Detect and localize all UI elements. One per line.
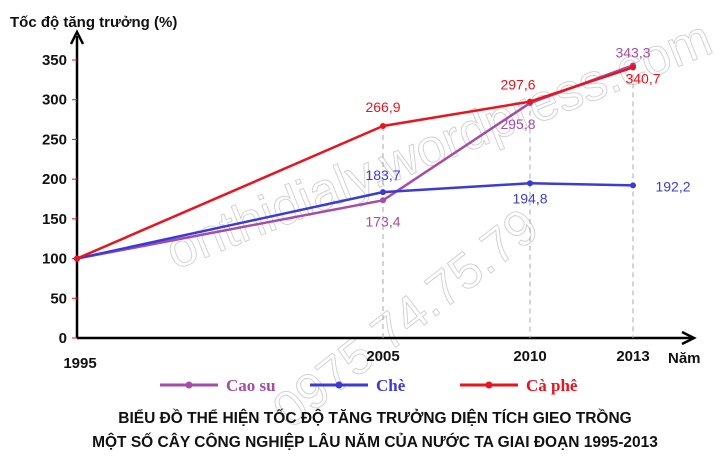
data-point (630, 64, 636, 71)
x-axis-arrow (681, 330, 697, 346)
data-point (74, 255, 80, 262)
legend-label: Cà phê (526, 376, 578, 395)
y-axis-arrow (69, 29, 85, 45)
chart-title-line-2: MỘT SỐ CÂY CÔNG NGHIỆP LÂU NĂM CỦA NƯỚC … (92, 433, 658, 451)
legend-marker (185, 381, 193, 389)
watermark-text-2: 0975.74.75.79 (262, 198, 548, 439)
data-point (527, 180, 533, 187)
data-point (380, 189, 386, 196)
data-point (380, 197, 386, 204)
data-label: 297,6 (500, 77, 535, 93)
y-tick-label: 350 (42, 52, 67, 69)
y-tick-label: 0 (59, 330, 67, 347)
axes: 0 50 100 150 200 250 300 350 1995 2005 2010 2013 (42, 29, 697, 372)
series-line (76, 66, 634, 260)
y-tick-label: 300 (42, 92, 67, 109)
data-label: 173,4 (365, 213, 400, 229)
legend-marker (335, 381, 343, 389)
data-label: 266,9 (365, 99, 400, 115)
y-tick-label: 200 (42, 171, 67, 188)
y-tick-label: 100 (42, 251, 67, 268)
x-tick-label: 2010 (513, 348, 546, 365)
x-tick-label: 2005 (366, 348, 399, 365)
legend-marker (485, 381, 493, 389)
y-tick-label: 50 (50, 290, 67, 307)
legend-label: Chè (376, 376, 406, 395)
legend: Cao su Chè Cà phê (160, 376, 578, 395)
series-lines: 173,4 295,8 343,3 183,7 194,8 192,2 266,9 297,6… (74, 44, 691, 262)
data-label: 183,7 (365, 167, 400, 183)
data-point (380, 123, 386, 130)
data-label: 295,8 (500, 116, 535, 132)
y-tick-label: 150 (42, 211, 67, 228)
data-point (527, 98, 533, 105)
data-label: 343,3 (615, 44, 650, 60)
data-point (630, 182, 636, 189)
x-axis-label: Năm (668, 350, 701, 367)
y-axis-label: Tốc độ tăng trưởng (%) (10, 14, 177, 31)
y-tick-label: 250 (42, 131, 67, 148)
data-label: 192,2 (655, 178, 690, 194)
series-line (76, 182, 634, 260)
chart-title-line-1: BIỂU ĐỒ THỂ HIỆN TỐC ĐỘ TĂNG TRƯỞNG DIỆN… (118, 409, 631, 427)
data-label: 194,8 (512, 190, 547, 206)
data-label: 340,7 (625, 70, 660, 86)
x-tick-label: 2013 (616, 348, 649, 365)
legend-label: Cao su (226, 376, 276, 395)
x-tick-label: 1995 (63, 355, 96, 372)
